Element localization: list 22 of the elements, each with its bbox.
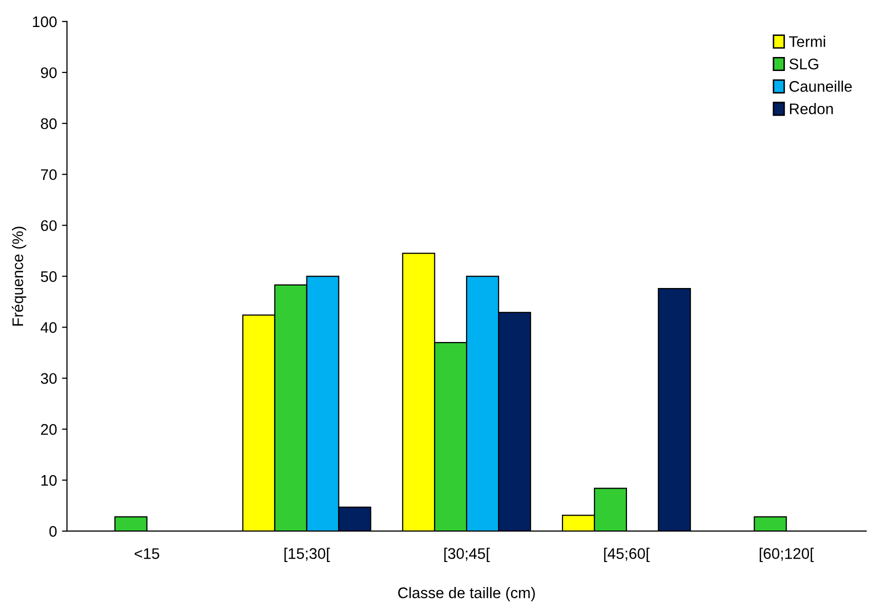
y-tick-label: 90 — [40, 67, 57, 78]
x-tick-label: [15;30[ — [284, 548, 330, 562]
legend-label: Termi — [789, 36, 826, 47]
x-axis-title: Classe de taille (cm) — [398, 587, 535, 602]
y-tick-label: 80 — [40, 118, 57, 130]
legend-label: Cauneille — [790, 80, 852, 92]
legend-label: SLG — [789, 58, 818, 70]
y-tick-label: 30 — [40, 373, 57, 384]
y-tick-label: 60 — [41, 220, 57, 232]
y-tick-label: 10 — [41, 475, 57, 486]
x-tick-label: [30;45[ — [444, 548, 490, 562]
legend-label: Redon — [790, 103, 833, 114]
y-tick-label: 100 — [32, 16, 57, 28]
y-tick-label: 70 — [41, 169, 57, 180]
y-axis-title: Fréquence (%) — [12, 226, 26, 326]
y-tick-label: 20 — [41, 424, 57, 435]
y-tick-label: 0 — [49, 526, 57, 537]
x-tick-label: [45;60[ — [604, 548, 650, 562]
x-tick-label: <15 — [134, 548, 160, 559]
y-tick-label: 50 — [40, 271, 57, 282]
x-tick-label: [60;120[ — [760, 548, 814, 562]
y-tick-label: 40 — [40, 322, 57, 333]
